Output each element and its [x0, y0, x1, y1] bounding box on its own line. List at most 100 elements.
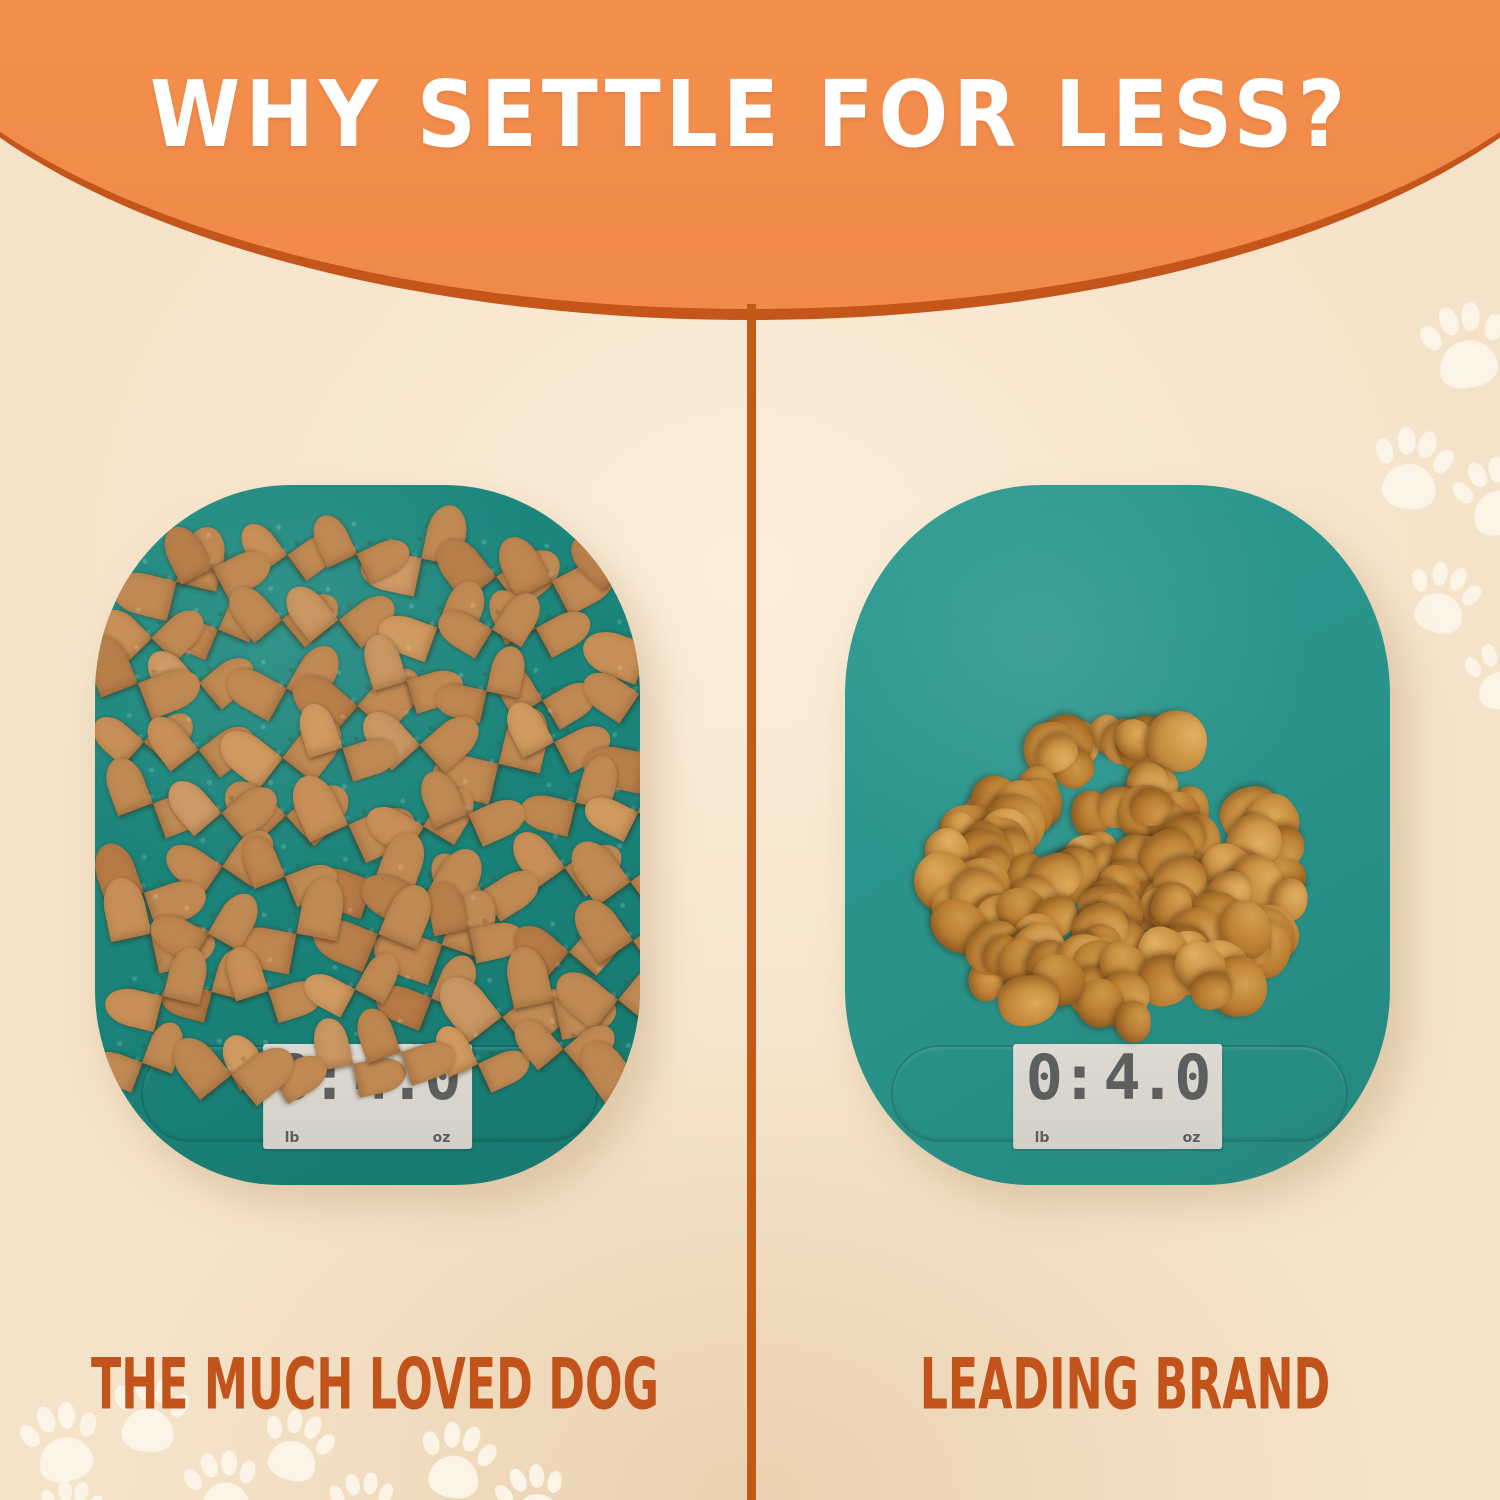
round-kibble-piece — [987, 926, 1066, 1005]
round-kibble-piece — [944, 850, 1019, 924]
heart-kibble-piece — [504, 808, 631, 897]
round-kibble-piece — [956, 909, 1032, 985]
round-kibble-piece — [1174, 880, 1256, 963]
heart-kibble-piece — [502, 929, 621, 1041]
round-kibble-piece — [1133, 950, 1196, 1012]
scale-display-left: 0: 4.0 lb oz — [262, 1044, 473, 1150]
heart-kibble-piece — [214, 754, 358, 846]
round-kibble-piece — [1091, 841, 1157, 899]
round-kibble-piece — [1019, 933, 1079, 994]
heart-kibble-piece — [305, 811, 431, 919]
round-kibble-piece — [1225, 788, 1284, 848]
heart-kibble-piece — [218, 622, 348, 722]
round-kibble-piece — [995, 892, 1047, 940]
heart-kibble-piece — [297, 934, 406, 1018]
heart-kibble-piece — [95, 586, 213, 662]
heart-kibble-piece — [228, 859, 350, 975]
round-kibble-piece — [929, 903, 977, 944]
heart-kibble-piece — [356, 488, 472, 597]
heart-kibble-piece — [95, 823, 212, 931]
round-kibble-piece — [1086, 911, 1163, 990]
round-kibble-piece — [1111, 876, 1175, 937]
round-kibble-piece — [1084, 709, 1132, 761]
heart-kibble-piece — [144, 871, 267, 965]
round-kibble-piece — [1061, 833, 1111, 881]
round-kibble-piece — [1129, 770, 1173, 807]
round-kibble-piece — [992, 970, 1064, 1033]
round-kibble-piece — [1100, 826, 1164, 892]
heart-kibble-piece — [277, 563, 404, 649]
round-kibble-piece — [1146, 850, 1213, 911]
round-kibble-piece — [1210, 893, 1281, 968]
heart-kibble-piece — [516, 739, 623, 837]
heart-kibble-piece — [429, 949, 579, 1052]
round-kibble-piece — [1001, 920, 1062, 979]
round-kibble-piece — [1115, 827, 1194, 904]
round-kibble-piece — [901, 840, 985, 923]
round-kibble-piece — [1082, 873, 1134, 925]
round-kibble-piece — [1068, 896, 1124, 956]
round-kibble-piece — [991, 883, 1050, 936]
round-kibble-piece — [1090, 932, 1160, 1001]
round-kibble-piece — [939, 858, 1016, 935]
round-kibble-piece — [1081, 923, 1122, 968]
round-kibble-piece — [991, 925, 1053, 985]
round-kibble-piece — [1020, 719, 1080, 781]
round-kibble-piece — [937, 854, 998, 914]
heart-kibble-piece — [221, 929, 328, 1023]
scale-display-right: 0: 4.0 lb oz — [1012, 1044, 1223, 1150]
heart-kibble-piece — [158, 808, 281, 897]
heart-kibble-piece — [139, 628, 262, 710]
heart-kibble-piece — [561, 814, 640, 915]
heart-kibble-piece — [564, 874, 640, 975]
round-kibble-piece — [1004, 851, 1050, 906]
heart-kibble-piece — [413, 751, 531, 847]
comparison-panel-right: 0: 4.0 lb oz — [750, 330, 1500, 1500]
heart-kibble-piece — [101, 930, 212, 1033]
round-kibble-piece — [967, 798, 1046, 878]
heart-kibble-piece — [546, 936, 640, 1031]
round-kibble-piece — [1192, 833, 1263, 902]
heart-kibble-piece — [306, 497, 415, 584]
round-kibble-piece — [1077, 903, 1158, 985]
round-kibble-piece — [1140, 703, 1215, 778]
round-kibble-piece — [1071, 925, 1137, 991]
round-kibble-piece — [1039, 838, 1111, 910]
round-kibble-piece — [1092, 877, 1150, 936]
round-kibble-piece — [919, 888, 999, 965]
heart-kibble-piece — [97, 859, 219, 973]
heart-kibble-piece — [370, 936, 483, 1031]
kitchen-scale-right: 0: 4.0 lb oz — [845, 485, 1390, 1185]
kitchen-scale-left: 0: 4.0 lb oz — [95, 485, 640, 1185]
round-kibble-piece — [1063, 896, 1137, 965]
round-kibble-piece — [1164, 931, 1235, 1000]
round-kibble-piece — [1050, 924, 1109, 982]
round-kibble-piece — [1127, 818, 1205, 893]
heart-kibble-piece — [431, 631, 529, 723]
round-kibble-piece — [984, 768, 1066, 851]
heart-kibble-piece — [431, 572, 549, 659]
round-kibble-piece — [1112, 837, 1176, 900]
round-kibble-piece — [1133, 762, 1184, 817]
round-kibble-piece — [968, 959, 1004, 1002]
heart-kibble-piece — [487, 643, 603, 730]
round-kibble-piece — [936, 803, 999, 864]
brand-label-left: THE MUCH LOVED DOG — [91, 1343, 659, 1427]
round-kibble-piece — [1078, 826, 1125, 879]
round-kibble-piece — [1168, 931, 1210, 973]
round-kibble-piece — [917, 819, 977, 880]
round-kibble-piece — [1264, 856, 1307, 897]
scale-pounds-left: 0: — [275, 1044, 349, 1115]
heart-kibble-piece — [99, 738, 217, 838]
round-kibble-piece — [1206, 840, 1270, 906]
heart-kibble-piece — [306, 863, 439, 972]
round-kibble-piece — [1130, 919, 1196, 983]
heart-kibble-piece — [490, 513, 622, 616]
round-kibble-piece — [1077, 884, 1133, 930]
round-kibble-piece — [1092, 858, 1147, 910]
round-kibble-piece — [1118, 834, 1172, 882]
scale-ounces-right: 4.0 — [1103, 1044, 1211, 1115]
round-kibble-piece — [975, 928, 1028, 983]
heart-kibble-piece — [159, 757, 285, 841]
round-kibble-piece — [1109, 777, 1186, 850]
